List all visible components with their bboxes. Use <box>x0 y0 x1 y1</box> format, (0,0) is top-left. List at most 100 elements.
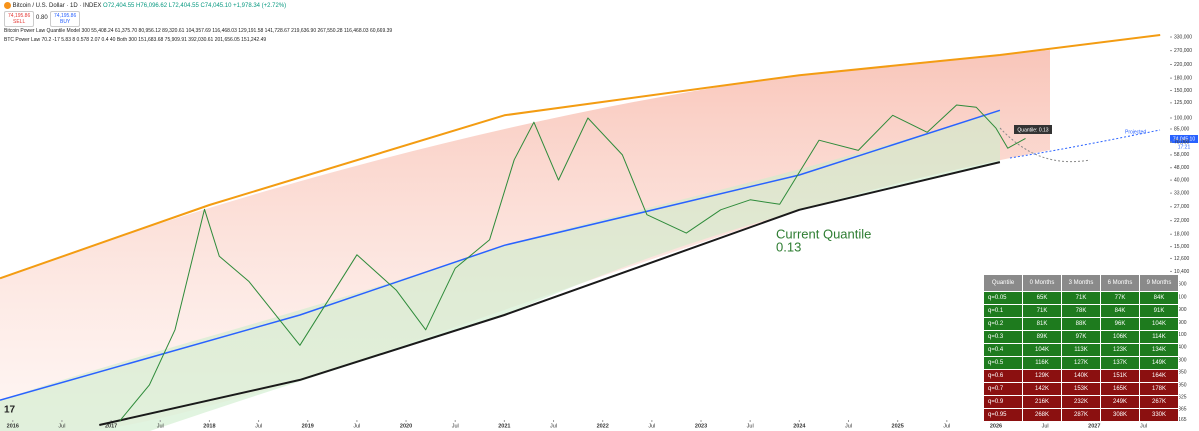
x-tick-label: Jul <box>353 423 360 429</box>
table-row: q=0.05 65K 71K 77K 84K <box>983 291 1179 305</box>
table-row: q=0.95 268K 287K 308K 330K <box>983 408 1179 422</box>
indicator-legend[interactable]: Bitcoin Power Law Quantile Model 300 55,… <box>4 28 393 34</box>
table-cell: 113K <box>1061 343 1101 357</box>
table-row: q=0.5 116K 127K 137K 149K <box>983 356 1179 370</box>
table-cell: 114K <box>1139 330 1179 344</box>
table-cell: 308K <box>1100 408 1140 422</box>
quantile-table: Quantile 0 Months 3 Months 6 Months 9 Months… <box>983 274 1179 422</box>
buy-button[interactable]: 74,195.86 BUY <box>50 11 81 27</box>
lower-band <box>0 110 1000 431</box>
y-tick-label: 150,000 <box>1174 88 1192 94</box>
x-tick-label: Jul <box>255 423 262 429</box>
spread: 0.80 <box>36 15 48 21</box>
series-line <box>0 109 1001 401</box>
y-tick-label: 8,600 <box>1174 282 1187 288</box>
table-cell: 178K <box>1139 382 1179 396</box>
sell-button[interactable]: 74,195.86 SELL <box>4 11 35 27</box>
table-cell: 232K <box>1061 395 1101 409</box>
y-tick-label: 180,000 <box>1174 75 1192 81</box>
table-cell: 123K <box>1100 343 1140 357</box>
last-price-box <box>1170 135 1198 143</box>
x-tick-label: 2022 <box>597 423 609 429</box>
y-tick-label: 4,900 <box>1174 320 1187 326</box>
y-tick-label: 70,000 <box>1174 139 1190 145</box>
x-tick-label: Jul <box>452 423 459 429</box>
table-cell: q=0.5 <box>983 356 1023 370</box>
current-quantile-value: 0.13 <box>776 239 801 254</box>
symbol[interactable]: Bitcoin / U.S. Dollar · 1D · INDEX <box>12 3 102 10</box>
buy-price: 74,195.86 <box>54 13 77 19</box>
table-cell: 134K <box>1139 343 1179 357</box>
table-cell: 330K <box>1139 408 1179 422</box>
y-tick-label: 18,000 <box>1174 232 1190 238</box>
table-cell: 165K <box>1100 382 1140 396</box>
ohlc: O72,404.55 H76,096.62 L72,404.55 C74,045… <box>103 3 287 10</box>
table-header: Quantile 0 Months 3 Months 6 Months 9 Months <box>983 274 1179 292</box>
y-tick-label: 1,165 <box>1174 417 1187 423</box>
table-row: q=0.3 89K 97K 106K 114K <box>983 330 1179 344</box>
y-tick-label: 270,000 <box>1174 48 1192 54</box>
y-tick-label: 1,365 <box>1174 406 1187 412</box>
table-cell: 84K <box>1100 304 1140 318</box>
table-row: q=0.6 129K 140K 151K 164K <box>983 369 1179 383</box>
x-tick-label: Jul <box>550 423 557 429</box>
y-tick-label: 3,400 <box>1174 345 1187 351</box>
table-cell: q=0.05 <box>983 291 1023 305</box>
y-tick-label: 4,100 <box>1174 332 1187 338</box>
y-tick-label: 1,625 <box>1174 395 1187 401</box>
table-cell: 65K <box>1022 291 1062 305</box>
x-tick-label: Jul <box>845 423 852 429</box>
indicator-legend[interactable]: BTC Power Law 70.2 -17 5.83 8 0.578 2.07… <box>4 37 267 43</box>
table-header-cell: Quantile <box>983 274 1023 292</box>
table-cell: q=0.1 <box>983 304 1023 318</box>
table-cell: 81K <box>1022 317 1062 331</box>
table-row: q=0.7 142K 153K 165K 178K <box>983 382 1179 396</box>
y-tick-label: 40,000 <box>1174 177 1190 183</box>
table-cell: 216K <box>1022 395 1062 409</box>
sell-price: 74,195.86 <box>8 13 31 19</box>
sell-label: SELL <box>13 19 26 25</box>
table-cell: 116K <box>1022 356 1062 370</box>
table-cell: 129K <box>1022 369 1062 383</box>
y-tick-label: 220,000 <box>1174 62 1192 68</box>
last-price: 74,045.10 <box>1173 136 1195 142</box>
table-cell: q=0.2 <box>983 317 1023 331</box>
table-cell: 142K <box>1022 382 1062 396</box>
y-tick-label: 10,400 <box>1174 269 1190 275</box>
series-line <box>0 34 1161 280</box>
table-cell: 249K <box>1100 395 1140 409</box>
table-cell: q=0.4 <box>983 343 1023 357</box>
table-cell: 96K <box>1100 317 1140 331</box>
y-tick-label: 5,900 <box>1174 307 1187 313</box>
y-tick-label: 15,000 <box>1174 244 1190 250</box>
x-tick-label: 2021 <box>498 423 510 429</box>
table-cell: 84K <box>1139 291 1179 305</box>
quantile-tag-box <box>1014 125 1052 134</box>
table-cell: 71K <box>1022 304 1062 318</box>
y-tick-label: 58,000 <box>1174 152 1190 158</box>
series-line <box>99 161 1001 426</box>
table-cell: 137K <box>1100 356 1140 370</box>
y-tick-label: 2,800 <box>1174 358 1187 364</box>
x-tick-label: 2027 <box>1088 423 1100 429</box>
table-cell: 149K <box>1139 356 1179 370</box>
table-header-cell: 6 Months <box>1100 274 1140 292</box>
y-tick-label: 27,000 <box>1174 204 1190 210</box>
x-tick-label: 2026 <box>990 423 1002 429</box>
table-cell: 140K <box>1061 369 1101 383</box>
x-tick-label: Jul <box>1042 423 1049 429</box>
y-tick-label: 12,600 <box>1174 256 1190 262</box>
x-tick-label: 2024 <box>793 423 806 429</box>
table-cell: 287K <box>1061 408 1101 422</box>
x-tick-label: 2018 <box>203 423 215 429</box>
x-tick-label: 2023 <box>695 423 707 429</box>
table-cell: 153K <box>1061 382 1101 396</box>
table-cell: 106K <box>1100 330 1140 344</box>
logo[interactable]: 17 <box>4 405 16 416</box>
x-tick-label: Jul <box>747 423 754 429</box>
table-cell: 164K <box>1139 369 1179 383</box>
y-tick-label: 1,950 <box>1174 382 1187 388</box>
y-tick-label: 100,000 <box>1174 115 1192 121</box>
